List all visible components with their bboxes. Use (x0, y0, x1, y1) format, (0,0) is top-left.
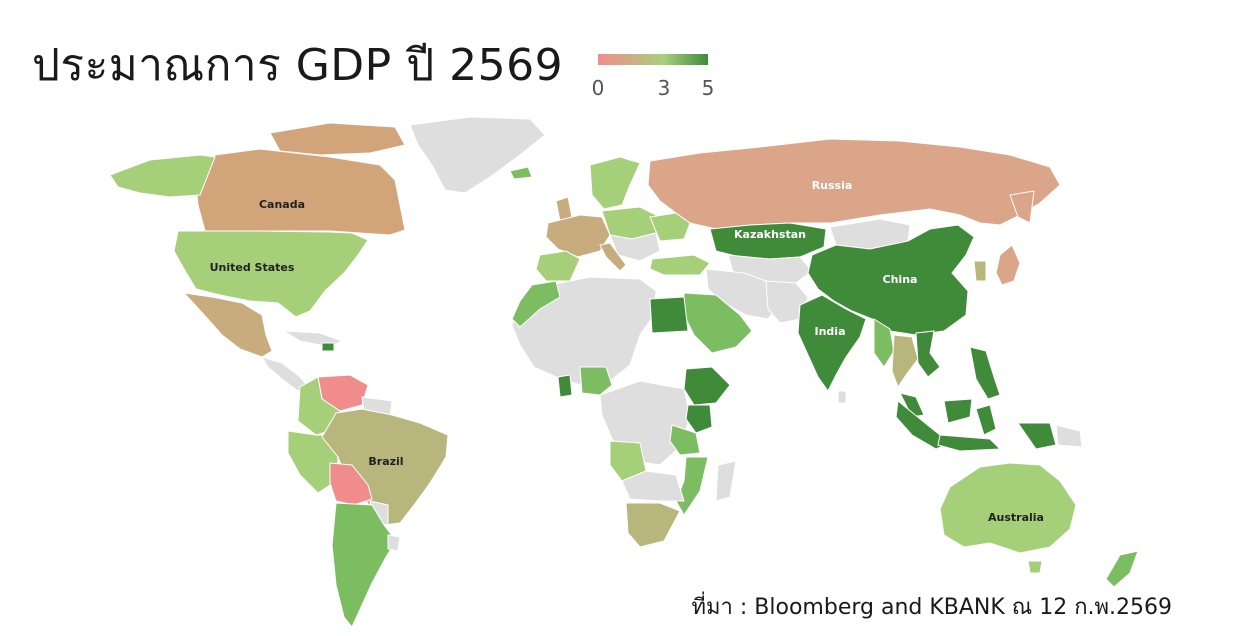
country-sri-lanka (837, 390, 847, 404)
legend-tick-0: 0 (591, 76, 605, 100)
country-china (807, 224, 975, 336)
country-thailand (891, 334, 919, 389)
country-tanzania (669, 424, 701, 456)
country-indonesia-java (937, 434, 1002, 452)
country-malaysia-east (943, 398, 973, 424)
source-note: ที่มา : Bloomberg and KBANK ณ 12 ก.พ.256… (691, 595, 1172, 620)
label-brazil: Brazil (368, 455, 403, 468)
label-russia: Russia (812, 179, 853, 192)
country-western-europe (545, 214, 611, 258)
country-japan (995, 244, 1021, 286)
country-indonesia (895, 400, 951, 450)
country-canada (194, 148, 406, 236)
country-nigeria (579, 366, 613, 396)
country-madagascar (715, 460, 737, 502)
country-ethiopia (683, 366, 731, 406)
country-greenland (409, 116, 546, 194)
country-philippines (969, 346, 1001, 400)
country-mexico (182, 292, 273, 358)
country-morocco (511, 280, 561, 328)
country-mozambique (675, 456, 709, 516)
country-dominican (321, 342, 335, 352)
label-kazakhstan: Kazakhstan (734, 228, 806, 241)
country-south-africa (625, 502, 681, 548)
country-iran (705, 268, 781, 320)
country-png (1055, 424, 1083, 448)
legend-gradient-bar (598, 54, 708, 65)
country-kazakhstan (709, 222, 827, 260)
country-turkey (649, 254, 711, 276)
label-china: China (883, 273, 918, 286)
label-india: India (815, 325, 846, 338)
color-legend: 0 3 5 (592, 52, 714, 102)
country-egypt (649, 296, 689, 334)
label-united-states: United States (210, 261, 295, 274)
country-russia-east (1009, 190, 1035, 224)
country-indonesia-papua (1017, 422, 1057, 450)
country-ghana (557, 374, 573, 398)
country-korea (973, 260, 987, 282)
world-map: Canada United States Russia Kazakhstan C… (109, 116, 1139, 628)
country-uruguay (387, 534, 401, 552)
label-australia: Australia (988, 511, 1044, 524)
country-argentina (331, 502, 397, 628)
country-alaska (109, 154, 216, 198)
country-new-zealand (1105, 550, 1139, 588)
country-scandinavia (589, 156, 641, 210)
country-iceland (509, 166, 533, 180)
country-myanmar (873, 318, 895, 368)
country-vietnam (915, 330, 941, 378)
country-southern-africa (621, 470, 685, 502)
legend-tick-3: 3 (657, 76, 671, 100)
legend-tick-5: 5 (701, 76, 715, 100)
label-canada: Canada (259, 198, 305, 211)
country-kenya (685, 404, 713, 434)
country-australia (939, 462, 1077, 554)
country-russia (647, 138, 1061, 230)
country-iberia (535, 250, 581, 282)
page-title: ประมาณการ GDP ปี 2569 (32, 40, 564, 91)
country-canada-islands (269, 122, 406, 156)
country-india (797, 294, 867, 392)
country-united-states (173, 230, 369, 318)
country-italy (599, 242, 627, 272)
country-tasmania (1027, 560, 1043, 574)
country-eastern-europe (649, 212, 691, 242)
country-bolivia (329, 462, 373, 506)
country-indonesia-sulawesi (975, 404, 997, 436)
